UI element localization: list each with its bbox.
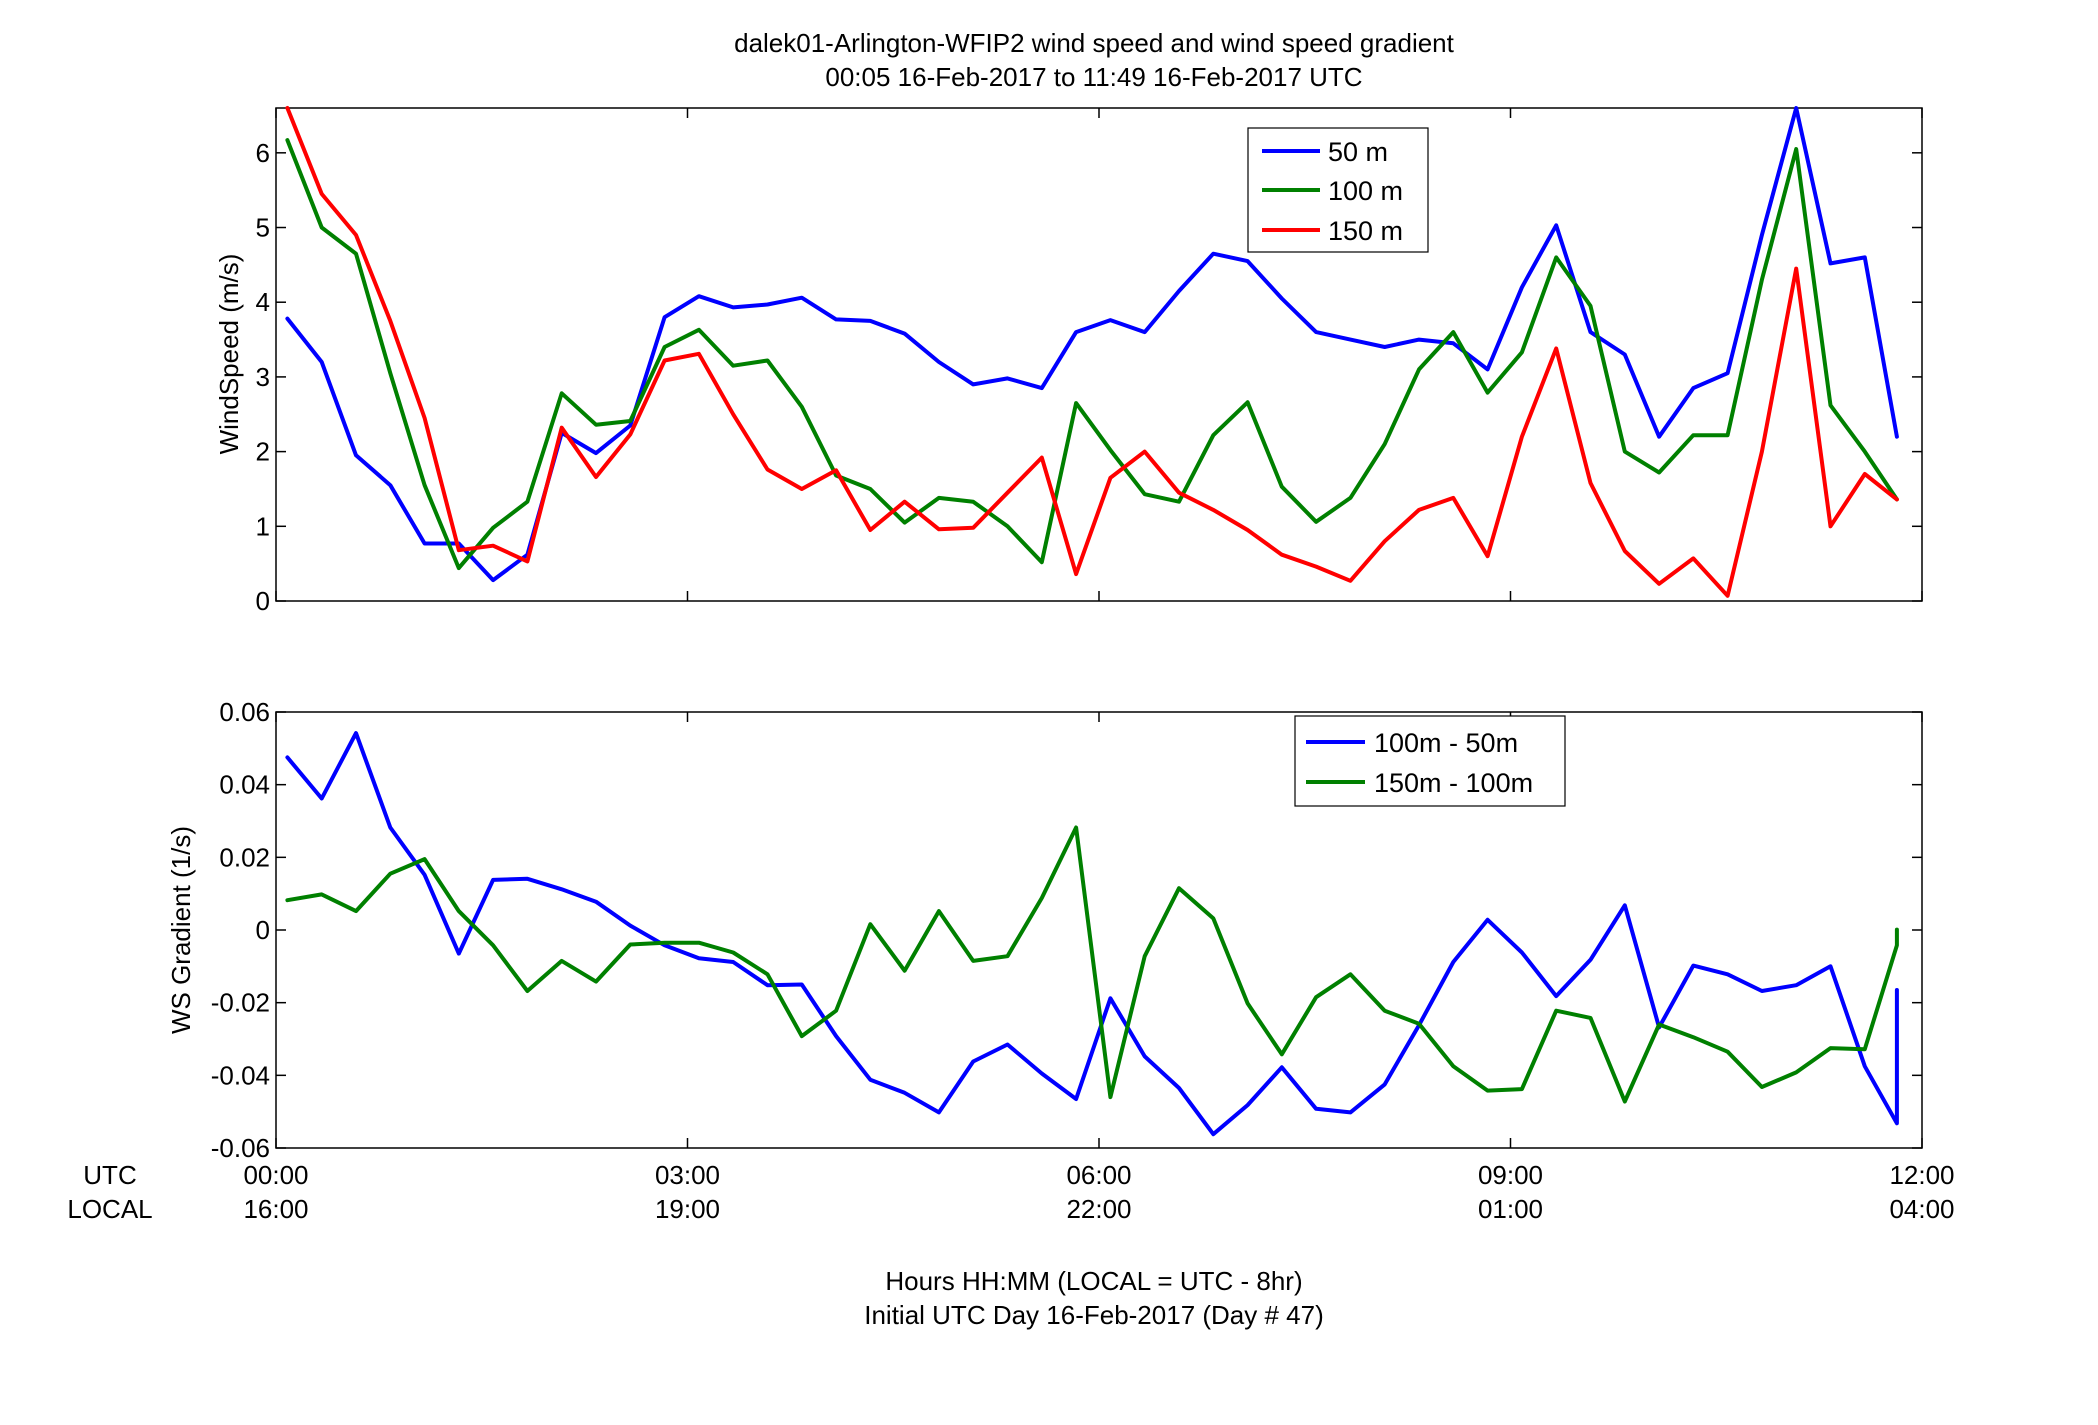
wind-speed-y-tick-label-4: 4 — [256, 287, 270, 317]
gradient-y-tick-label-1: -0.04 — [211, 1060, 270, 1090]
wind-speed-series-line-100-m — [285, 138, 1899, 571]
x-axis-label-line2: Initial UTC Day 16-Feb-2017 (Day # 47) — [864, 1300, 1324, 1330]
x-tick-labels: 00:00 16:00 03:00 19:00 06:00 22:00 09:00 01:00… — [243, 1160, 1954, 1224]
wind-speed-legend: 50 m 100 m 150 m — [1247, 127, 1429, 253]
wind-speed-y-tick-label-6: 6 — [256, 138, 270, 168]
gradient-x-tick-marks — [275, 712, 1923, 1148]
wind-speed-y-tick-label-1: 1 — [256, 511, 270, 541]
gradient-plot-frame — [275, 711, 1923, 1149]
legend-label-50m: 50 m — [1328, 137, 1388, 167]
legend-label-150m-100m: 150m - 100m — [1374, 768, 1533, 798]
utc-tick-label-1: 03:00 — [655, 1160, 720, 1190]
utc-tick-label-4: 12:00 — [1889, 1160, 1954, 1190]
local-tick-label-0: 16:00 — [243, 1194, 308, 1224]
gradient-y-tick-label-5: 0.04 — [219, 770, 270, 800]
wind-speed-series — [285, 106, 1899, 598]
wind-speed-y-tick-label-3: 3 — [256, 362, 270, 392]
local-tick-label-3: 01:00 — [1478, 1194, 1543, 1224]
local-tick-label-1: 19:00 — [655, 1194, 720, 1224]
wind-speed-y-axis-label: WindSpeed (m/s) — [214, 254, 244, 455]
gradient-y-ticks: -0.06 -0.04 -0.02 0 0.02 0.04 0.06 — [211, 697, 1922, 1163]
wind-speed-series-line-150-m — [285, 106, 1899, 598]
local-row-label: LOCAL — [67, 1194, 152, 1224]
utc-tick-label-2: 06:00 — [1066, 1160, 1131, 1190]
wind-speed-panel: 0 1 2 3 4 5 6 WindSpeed (m/s) 50 m 100 m 150 m — [214, 106, 1923, 616]
gradient-series-line-150m-100m — [285, 825, 1899, 1104]
wind-speed-y-tick-label-0: 0 — [256, 586, 270, 616]
wind-speed-y-tick-label-5: 5 — [256, 213, 270, 243]
legend-label-100m: 100 m — [1328, 176, 1403, 206]
gradient-legend-box — [1294, 715, 1566, 807]
wind-speed-x-tick-marks — [275, 108, 1923, 601]
gradient-y-tick-label-4: 0.02 — [219, 842, 270, 872]
utc-tick-label-0: 00:00 — [243, 1160, 308, 1190]
utc-row-label: UTC — [83, 1160, 136, 1190]
utc-tick-label-3: 09:00 — [1478, 1160, 1543, 1190]
gradient-y-tick-label-6: 0.06 — [219, 697, 270, 727]
legend-label-150m: 150 m — [1328, 216, 1403, 246]
gradient-y-tick-label-3: 0 — [256, 915, 270, 945]
gradient-y-tick-label-0: -0.06 — [211, 1133, 270, 1163]
x-axis-label-line1: Hours HH:MM (LOCAL = UTC - 8hr) — [885, 1266, 1302, 1296]
gradient-y-tick-label-2: -0.02 — [211, 988, 270, 1018]
wind-speed-y-ticks: 0 1 2 3 4 5 6 — [256, 138, 1922, 616]
figure-title-line1: dalek01-Arlington-WFIP2 wind speed and w… — [734, 28, 1455, 58]
legend-label-100m-50m: 100m - 50m — [1374, 728, 1518, 758]
gradient-legend: 100m - 50m 150m - 100m — [1294, 715, 1566, 807]
gradient-series — [285, 731, 1899, 1137]
wind-speed-plot-frame — [275, 107, 1923, 602]
gradient-y-axis-label: WS Gradient (1/s) — [166, 826, 196, 1034]
figure-title-line2: 00:05 16-Feb-2017 to 11:49 16-Feb-2017 U… — [825, 62, 1362, 92]
local-tick-label-4: 04:00 — [1889, 1194, 1954, 1224]
local-tick-label-2: 22:00 — [1066, 1194, 1131, 1224]
gradient-panel: -0.06 -0.04 -0.02 0 0.02 0.04 0.06 WS Gradient… — [166, 697, 1923, 1163]
wind-speed-y-tick-label-2: 2 — [256, 437, 270, 467]
